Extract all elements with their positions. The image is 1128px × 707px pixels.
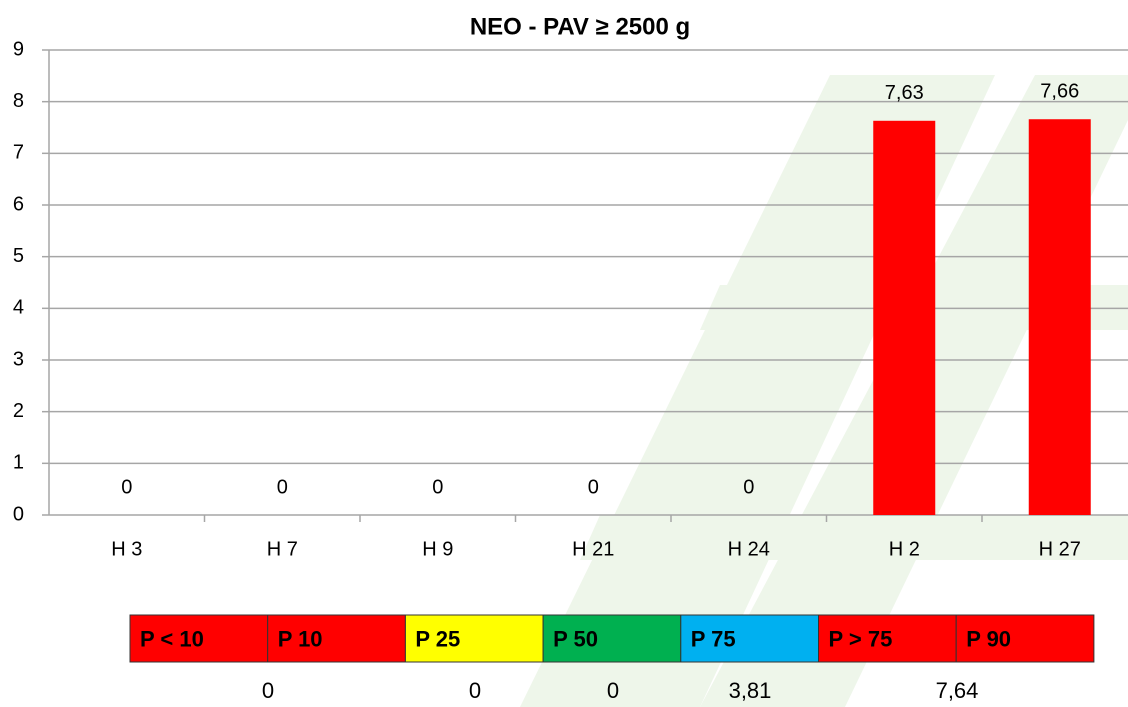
chart-title: NEO - PAV ≥ 2500 g xyxy=(470,13,690,40)
x-tick-label: H 21 xyxy=(572,538,614,560)
bar xyxy=(1028,119,1091,515)
y-tick-label: 2 xyxy=(13,400,24,422)
percentile-segment xyxy=(818,614,957,663)
percentile-label: P 90 xyxy=(966,626,1011,651)
y-tick-label: 6 xyxy=(13,193,24,215)
x-tick-label: H 27 xyxy=(1039,538,1081,560)
y-tick-label: 9 xyxy=(13,38,24,60)
percentile-label: P 50 xyxy=(553,626,598,651)
percentile-segment xyxy=(267,614,406,663)
y-tick-label: 0 xyxy=(13,503,24,525)
percentile-label: P 75 xyxy=(691,626,736,651)
value-label: 0 xyxy=(277,476,288,498)
percentile-value: 7,64 xyxy=(936,678,979,703)
x-tick-label: H 9 xyxy=(422,538,453,560)
x-tick-label: H 7 xyxy=(267,538,298,560)
y-tick-label: 3 xyxy=(13,348,24,370)
percentile-segment xyxy=(542,614,682,663)
percentile-segment xyxy=(129,614,269,663)
value-label: 0 xyxy=(432,476,443,498)
y-tick-label: 1 xyxy=(13,452,24,474)
stripe xyxy=(580,515,1128,560)
x-tick-label: H 2 xyxy=(889,538,920,560)
x-tick-label: H 3 xyxy=(111,538,142,560)
y-tick-label: 7 xyxy=(13,142,24,164)
percentile-value: 0 xyxy=(469,678,481,703)
percentile-label: P < 10 xyxy=(140,626,204,651)
percentile-value: 0 xyxy=(607,678,619,703)
bar xyxy=(873,120,936,516)
percentile-segment xyxy=(680,614,819,663)
percentile-label: P > 75 xyxy=(829,626,893,651)
percentile-segment xyxy=(404,614,544,663)
value-label: 7,63 xyxy=(885,82,924,104)
value-label: 0 xyxy=(743,476,754,498)
y-tick-label: 4 xyxy=(13,297,24,319)
percentile-value: 3,81 xyxy=(729,678,772,703)
percentile-value: 0 xyxy=(262,678,274,703)
value-label: 0 xyxy=(588,476,599,498)
percentile-label: P 10 xyxy=(278,626,323,651)
y-tick-label: 8 xyxy=(13,90,24,112)
value-label: 7,66 xyxy=(1040,81,1079,103)
y-tick-label: 5 xyxy=(13,245,24,267)
percentile-label: P 25 xyxy=(415,626,460,651)
percentile-segment xyxy=(955,614,1095,663)
x-tick-label: H 24 xyxy=(728,538,770,560)
value-label: 0 xyxy=(121,476,132,498)
